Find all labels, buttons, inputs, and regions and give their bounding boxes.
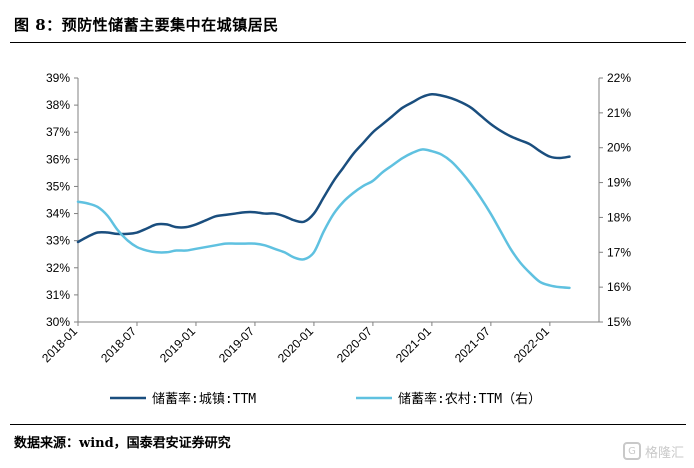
series-line-rural [76, 148, 571, 290]
y-right-tick-label: 16% [607, 280, 631, 294]
x-tick-label: 2021-07 [452, 324, 493, 365]
y-left-tick-label: 31% [46, 288, 70, 302]
x-tick-label: 2019-01 [157, 324, 198, 365]
title-rule [10, 42, 686, 43]
watermark-logo-icon: G [622, 442, 641, 460]
source-note: 数据来源：wind，国泰君安证券研究 [14, 436, 231, 451]
x-tick-label: 2021-01 [393, 324, 434, 365]
series-line-urban [76, 92, 571, 244]
x-tick-label: 2018-01 [39, 324, 80, 365]
watermark-text: 格隆汇 [644, 445, 684, 461]
y-left-tick-label: 34% [46, 207, 70, 221]
y-right-tick-label: 19% [607, 176, 631, 190]
y-left-tick-label: 30% [46, 315, 70, 329]
y-left-tick-label: 35% [46, 179, 70, 193]
y-left-tick-label: 33% [46, 234, 70, 248]
figure-title: 图 8：预防性储蓄主要集中在城镇居民 [14, 16, 279, 34]
y-left-tick-label: 38% [46, 98, 70, 112]
x-tick-label: 2019-07 [216, 324, 257, 365]
x-tick-label: 2022-01 [511, 324, 552, 365]
x-tick-label: 2018-07 [98, 324, 139, 365]
y-left-tick-label: 37% [46, 125, 70, 139]
y-left-tick-label: 39% [46, 71, 70, 85]
legend-label-rural: 储蓄率:农村:TTM（右） [398, 391, 541, 407]
y-right-tick-label: 21% [607, 106, 631, 120]
y-right-tick-label: 17% [607, 245, 631, 259]
y-right-tick-label: 20% [607, 141, 631, 155]
savings-rate-chart: 30% 31% 32% 33% 34% 35% 36% 37% 38% 39% 15% 16% 17% 1… [39, 71, 631, 407]
watermark: G 格隆汇 [622, 440, 684, 462]
y-right-tick-label: 22% [607, 71, 631, 85]
legend-label-urban: 储蓄率:城镇:TTM [152, 391, 256, 407]
y-right-tick-label: 15% [607, 315, 631, 329]
x-tick-label: 2020-07 [334, 324, 375, 365]
chart-series [76, 92, 571, 290]
chart-legend: 储蓄率:城镇:TTM 储蓄率:农村:TTM（右） [110, 391, 541, 407]
source-rule [10, 424, 686, 425]
y-right-tick-label: 18% [607, 210, 631, 224]
x-tick-label: 2020-01 [275, 324, 316, 365]
chart-axes: 30% 31% 32% 33% 34% 35% 36% 37% 38% 39% 15% 16% 17% 1… [39, 71, 631, 365]
y-left-tick-label: 36% [46, 152, 70, 166]
y-left-tick-label: 32% [46, 261, 70, 275]
